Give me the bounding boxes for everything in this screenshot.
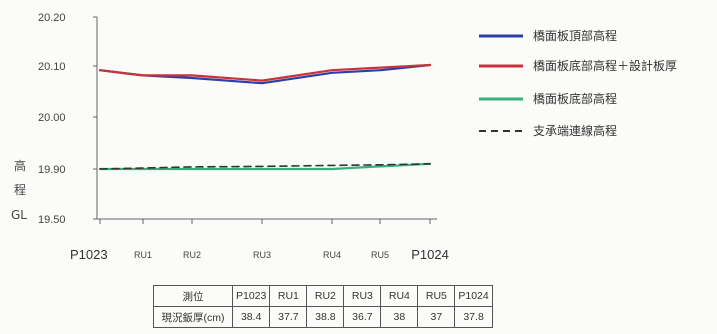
y-ticks: 20.20 20.10 20.00 19.90 19.50 [38, 12, 97, 226]
table-cell: 37.7 [269, 306, 308, 328]
table-cell: 36.7 [343, 306, 382, 328]
y-axis-label: 高程 GL [11, 158, 27, 222]
x-tick-label: RU5 [371, 250, 389, 260]
x-ticks: P1023 RU1 RU2 RU3 RU4 RU5 P1024 [70, 219, 449, 262]
y-tick-label: 19.90 [38, 164, 66, 176]
x-tick-label: RU4 [323, 250, 341, 260]
y-label-unit: GL [11, 208, 27, 222]
legend-label: 橋面板頂部高程 [533, 28, 617, 43]
thickness-table: 測位 P1023 RU1 RU2 RU3 RU4 RU5 P1024 現況鈑厚(… [153, 285, 493, 328]
table-cell: 38.4 [231, 306, 271, 328]
x-tick-label: RU3 [253, 250, 271, 260]
table-col-header: RU3 [343, 285, 382, 307]
table-row-label: 現況鈑厚(cm) [153, 306, 233, 328]
legend-label: 橋面板底部高程 [533, 91, 617, 106]
y-tick-label: 19.50 [38, 214, 66, 226]
x-tick-label: RU1 [134, 250, 152, 260]
series-line [98, 63, 432, 82]
table-col-header: P1024 [454, 285, 493, 307]
table-col-header: RU4 [380, 285, 419, 307]
table-cell: 37.8 [454, 306, 493, 328]
table-col-header: RU1 [269, 285, 308, 307]
y-tick-label: 20.20 [38, 12, 66, 24]
y-tick-label: 20.00 [38, 112, 66, 124]
x-tick-label: P1023 [70, 247, 108, 262]
table-cell: 38.8 [306, 306, 345, 328]
table-col-header: RU5 [417, 285, 456, 307]
legend-label: 支承端連線高程 [533, 123, 617, 138]
table-header-label: 測位 [153, 285, 233, 307]
series-line [98, 162, 432, 171]
table-cell: 37 [417, 306, 456, 328]
x-tick-label: RU2 [183, 250, 201, 260]
chart-axes [96, 17, 437, 220]
table-cell: 38 [380, 306, 419, 328]
y-label-char: 高 [14, 158, 26, 173]
elevation-chart: 20.20 20.10 20.00 19.90 19.50 P1023 RU1 RU2 RU3… [11, 12, 677, 262]
table-row: 現況鈑厚(cm) 38.4 37.7 38.8 36.7 38 37 37.8 [153, 306, 493, 328]
y-label-char: 程 [14, 182, 26, 197]
x-tick-label: P1024 [411, 247, 449, 262]
series-line [99, 163, 431, 170]
table-col-header: P1023 [231, 285, 271, 307]
table-col-header: RU2 [306, 285, 345, 307]
chart-series [98, 63, 432, 171]
y-tick-label: 20.10 [38, 61, 66, 73]
legend-label: 橋面板底部高程＋設計板厚 [533, 58, 677, 73]
table-header-row: 測位 P1023 RU1 RU2 RU3 RU4 RU5 P1024 [153, 285, 493, 307]
